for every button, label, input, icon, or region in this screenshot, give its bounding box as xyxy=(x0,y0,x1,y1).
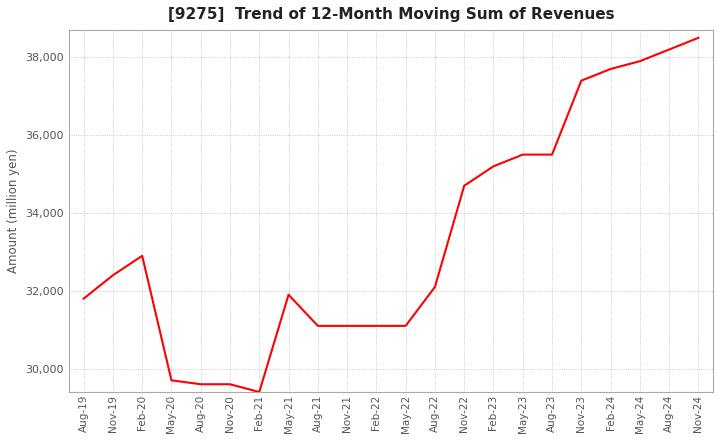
Title: [9275]  Trend of 12-Month Moving Sum of Revenues: [9275] Trend of 12-Month Moving Sum of R… xyxy=(168,7,614,22)
Y-axis label: Amount (million yen): Amount (million yen) xyxy=(7,149,20,273)
